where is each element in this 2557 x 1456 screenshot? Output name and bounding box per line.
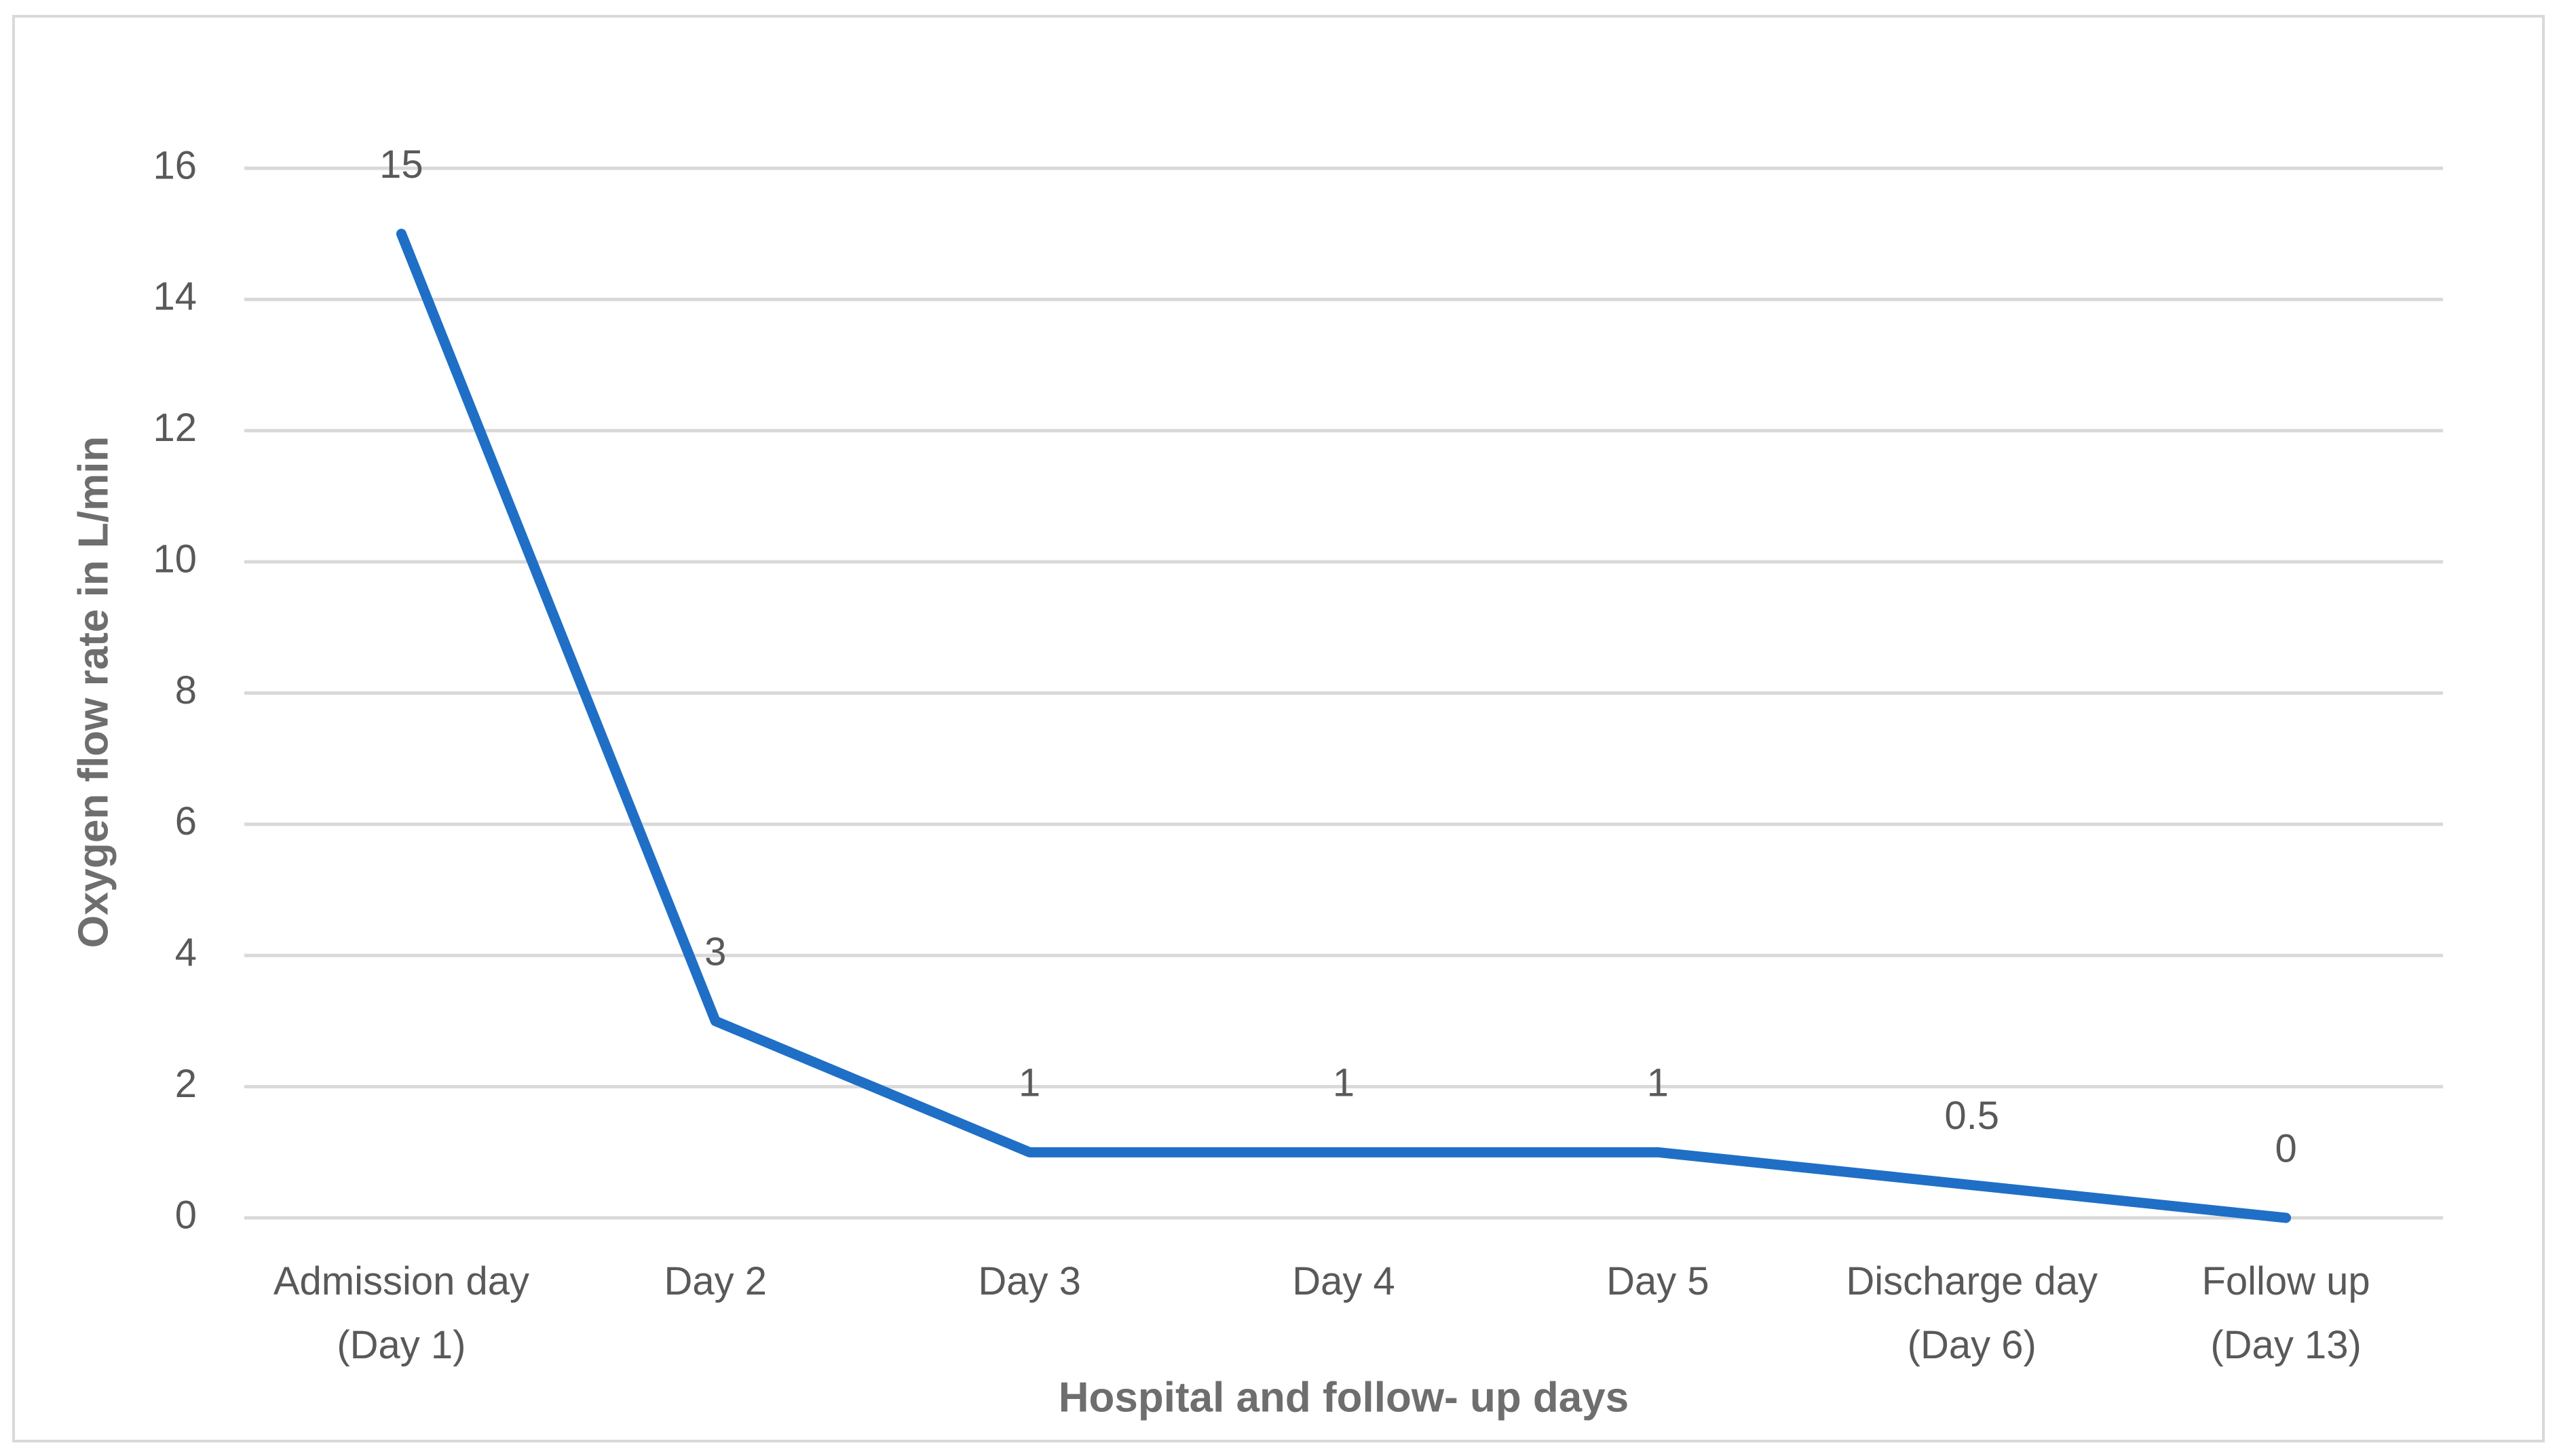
y-tick-label: 8 <box>175 668 197 712</box>
y-tick-label: 16 <box>153 143 197 187</box>
data-label: 1 <box>1647 1061 1669 1105</box>
x-tick-label: Follow up (Day 13) <box>2201 1259 2370 1367</box>
x-tick-label: Admission day (Day 1) <box>273 1259 529 1367</box>
x-tick-label: Day 4 <box>1292 1259 1395 1303</box>
y-tick-label: 14 <box>153 275 197 319</box>
x-tick-label: Day 2 <box>664 1259 768 1303</box>
y-tick-label: 6 <box>175 799 197 843</box>
x-tick-label: Day 5 <box>1606 1259 1709 1303</box>
y-tick-label: 0 <box>175 1193 197 1237</box>
y-tick-label: 2 <box>175 1062 197 1106</box>
y-tick-label: 4 <box>175 931 197 975</box>
y-tick-label: 12 <box>153 406 197 450</box>
chart-border <box>12 15 2545 1442</box>
y-tick-label: 10 <box>153 537 197 581</box>
data-line <box>396 229 2292 1223</box>
y-axis-title: Oxygen flow rate in L/min <box>70 436 117 948</box>
data-label: 0.5 <box>1944 1094 1999 1138</box>
data-label: 1 <box>1019 1061 1040 1105</box>
x-tick-label: Day 3 <box>978 1259 1081 1303</box>
data-label: 15 <box>379 142 423 187</box>
data-label: 3 <box>704 930 726 974</box>
data-label: 1 <box>1333 1061 1355 1105</box>
data-label: 0 <box>2275 1126 2296 1170</box>
x-axis-title: Hospital and follow- up days <box>1059 1374 1629 1421</box>
x-tick-label: Discharge day (Day 6) <box>1846 1259 2098 1367</box>
